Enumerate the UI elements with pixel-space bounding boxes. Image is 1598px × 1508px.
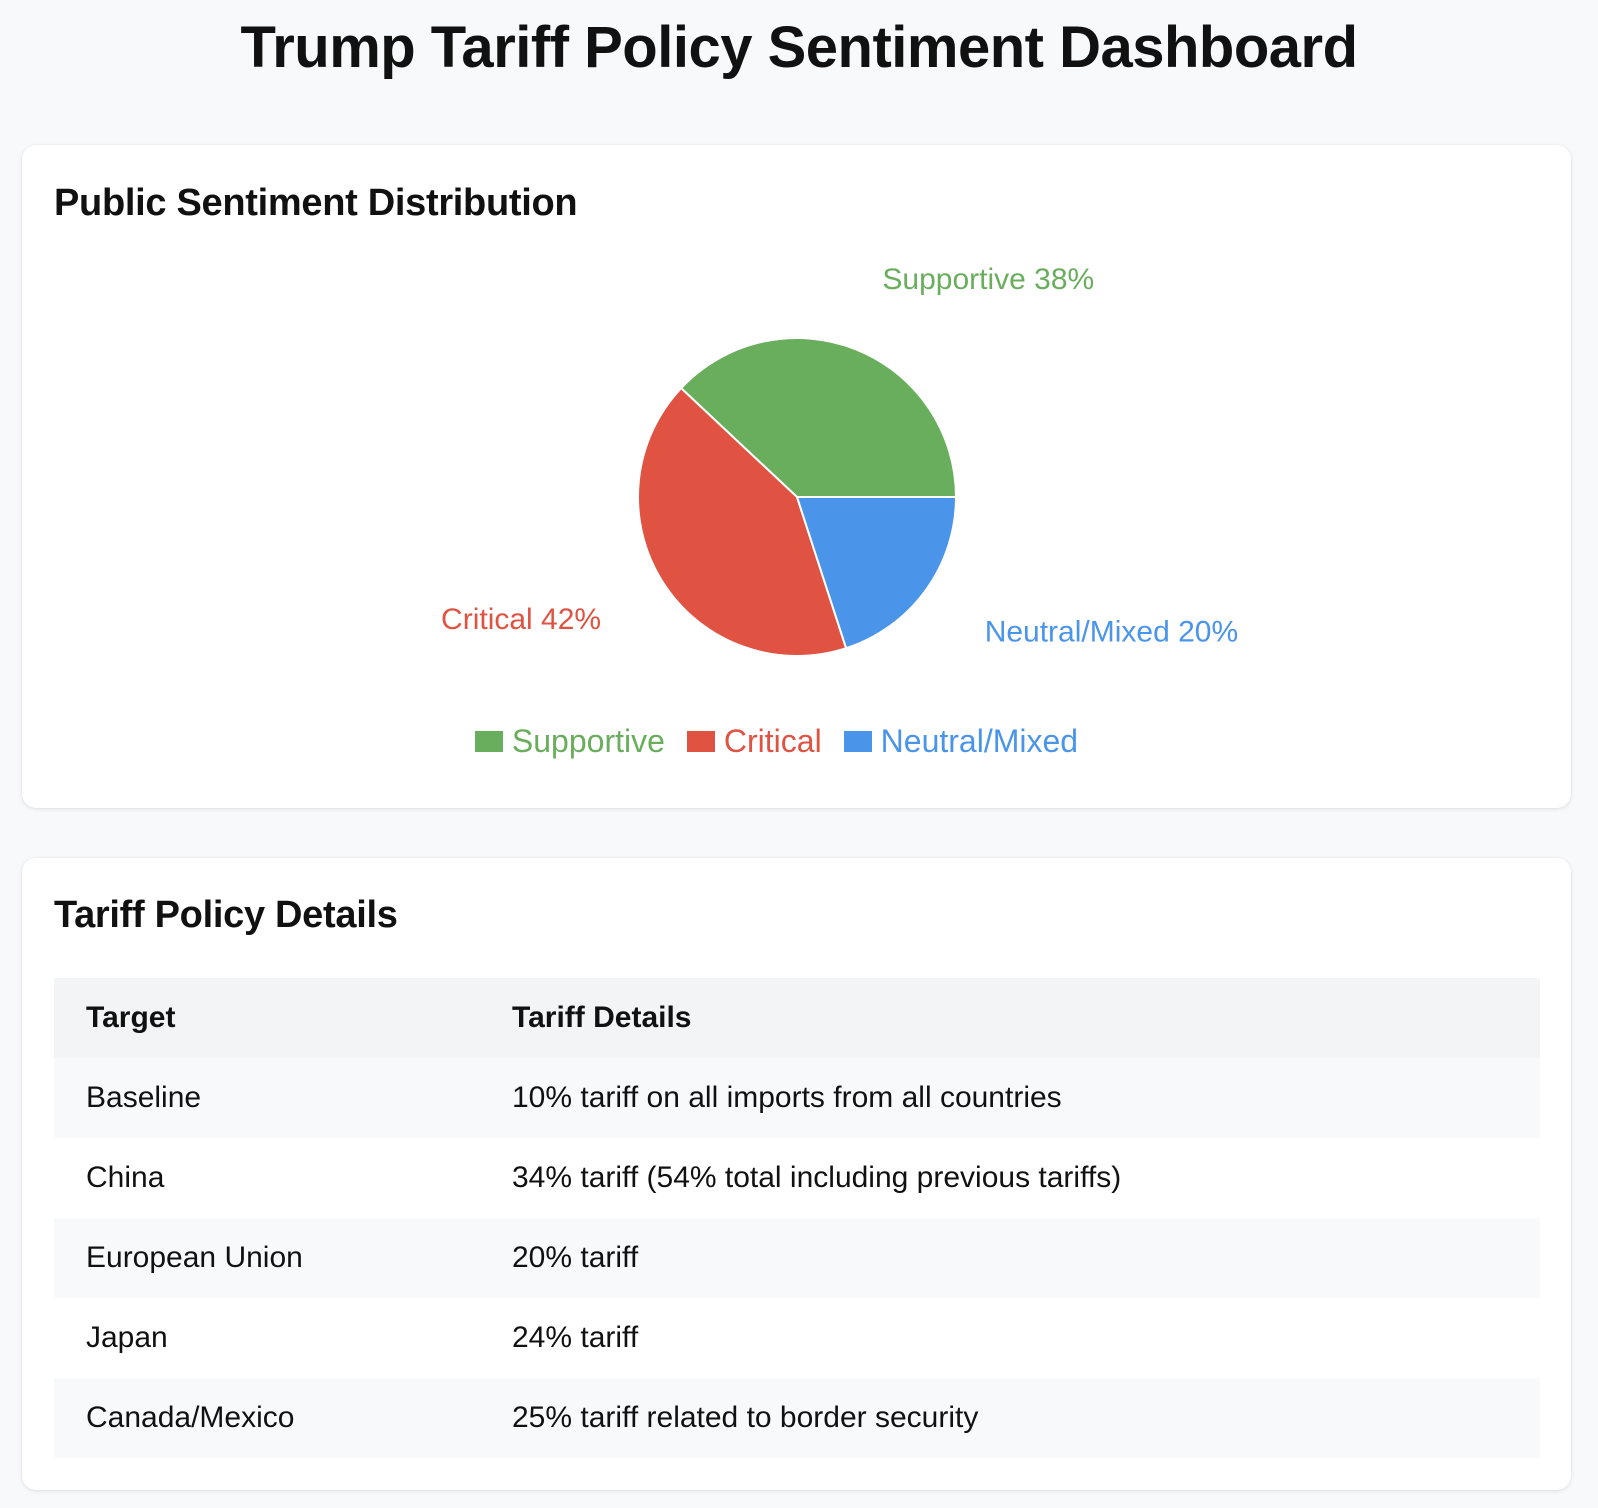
table-row: Japan 24% tariff bbox=[54, 1298, 1540, 1378]
tariff-policy-table: Target Tariff Details Baseline 10% tarif… bbox=[54, 978, 1540, 1458]
cell-target: Japan bbox=[54, 1298, 480, 1378]
pie-label-critical: Critical 42% bbox=[441, 603, 601, 636]
table-row: China 34% tariff (54% total including pr… bbox=[54, 1138, 1540, 1218]
pie-label-neutral-mixed: Neutral/Mixed 20% bbox=[985, 615, 1238, 648]
table-row: European Union 20% tariff bbox=[54, 1218, 1540, 1298]
legend-label-critical: Critical bbox=[723, 723, 822, 759]
sentiment-card-title: Public Sentiment Distribution bbox=[54, 182, 578, 224]
chart-legend: Supportive Critical Neutral/Mixed bbox=[22, 723, 1571, 760]
cell-target: Baseline bbox=[54, 1058, 480, 1138]
column-header-target: Target bbox=[54, 978, 480, 1058]
sentiment-pie-chart: Supportive 38% Critical 42% Neutral/Mixed … bbox=[441, 263, 1238, 657]
pie-slice-critical[interactable] bbox=[637, 386, 848, 657]
legend-label-supportive: Supportive bbox=[511, 723, 665, 759]
cell-tariff-details: 25% tariff related to border security bbox=[480, 1378, 1540, 1458]
cell-target: Canada/Mexico bbox=[54, 1378, 480, 1458]
table-header-row: Target Tariff Details bbox=[54, 978, 1540, 1058]
cell-tariff-details: 10% tariff on all imports from all count… bbox=[480, 1058, 1540, 1138]
legend-swatch-critical bbox=[686, 731, 715, 752]
legend-swatch-supportive bbox=[474, 731, 503, 752]
policy-card-title: Tariff Policy Details bbox=[54, 894, 398, 936]
table-row: Canada/Mexico 25% tariff related to bord… bbox=[54, 1378, 1540, 1458]
legend-swatch-neutral-mixed bbox=[843, 731, 872, 752]
cell-tariff-details: 24% tariff bbox=[480, 1298, 1540, 1378]
policy-card: Tariff Policy Details Target Tariff Deta… bbox=[22, 858, 1571, 1490]
legend-item-critical[interactable]: Critical bbox=[686, 723, 822, 760]
table-row: Baseline 10% tariff on all imports from … bbox=[54, 1058, 1540, 1138]
cell-target: China bbox=[54, 1138, 480, 1218]
legend-item-neutral-mixed[interactable]: Neutral/Mixed bbox=[843, 723, 1079, 760]
column-header-tariff-details: Tariff Details bbox=[480, 978, 1540, 1058]
sentiment-card: Public Sentiment Distribution Supportive… bbox=[22, 145, 1571, 808]
legend-label-neutral-mixed: Neutral/Mixed bbox=[880, 723, 1079, 759]
pie-slice-supportive[interactable] bbox=[679, 337, 958, 498]
cell-target: European Union bbox=[54, 1218, 480, 1298]
page-title: Trump Tariff Policy Sentiment Dashboard bbox=[240, 15, 1358, 80]
pie-slice-neutral-mixed[interactable] bbox=[795, 496, 958, 650]
cell-tariff-details: 34% tariff (54% total including previous… bbox=[480, 1138, 1540, 1218]
pie-label-supportive: Supportive 38% bbox=[882, 263, 1094, 296]
legend-item-supportive[interactable]: Supportive bbox=[474, 723, 665, 760]
cell-tariff-details: 20% tariff bbox=[480, 1218, 1540, 1298]
